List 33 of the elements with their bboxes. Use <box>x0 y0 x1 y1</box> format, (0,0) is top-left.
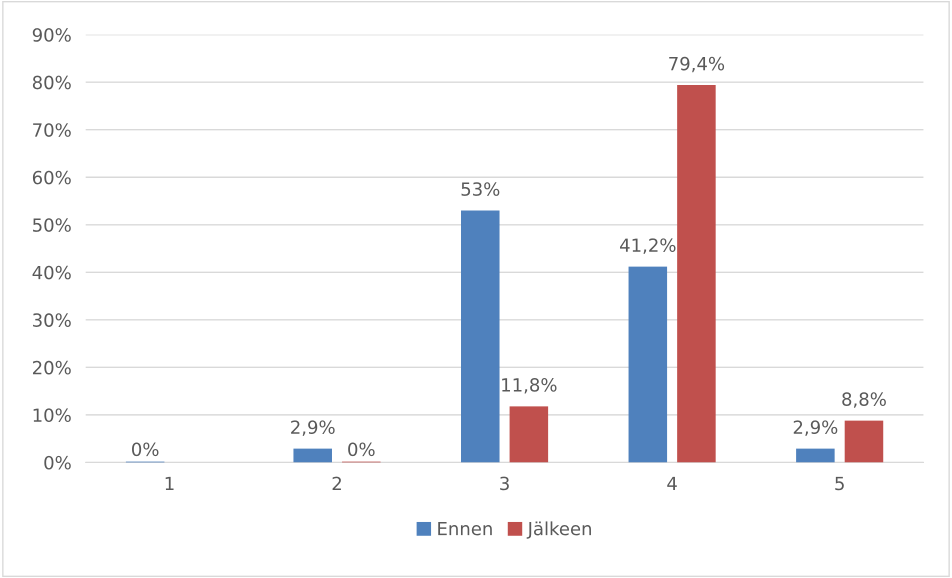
data-label: 0% <box>132 442 158 456</box>
data-label: 0% <box>348 442 375 456</box>
bar <box>460 210 500 462</box>
data-label: 2,9% <box>291 420 335 436</box>
y-tick-label: 20% <box>32 360 71 374</box>
y-tick-label: 50% <box>33 218 71 232</box>
y-tick-label: 40% <box>32 266 71 280</box>
y-tick-label: 10% <box>34 408 71 422</box>
x-tick-label: 4 <box>667 476 677 490</box>
x-tick-label: 3 <box>500 476 509 490</box>
legend-label: Ennen <box>438 522 492 536</box>
y-tick-label: 80% <box>32 76 71 90</box>
x-tick-label: 5 <box>835 476 844 490</box>
data-label: 41,2% <box>620 238 676 254</box>
y-tick-label: 0% <box>44 456 71 470</box>
data-label: 79,4% <box>669 56 724 72</box>
y-tick-label: 30% <box>33 313 71 327</box>
bar <box>844 420 884 462</box>
data-label: 2,9% <box>794 420 838 436</box>
bar <box>510 406 548 462</box>
y-tick-label: 70% <box>33 123 71 137</box>
legend-label: Jälkeen <box>526 521 591 539</box>
x-tick-label: 2 <box>332 476 341 490</box>
bar <box>796 448 835 462</box>
data-label: 53% <box>462 182 500 196</box>
bar <box>628 266 668 462</box>
y-tick-label: 90% <box>32 28 71 42</box>
bar <box>293 448 332 462</box>
bar <box>677 85 716 462</box>
y-tick-label: 60% <box>32 170 71 184</box>
data-label: 11,8% <box>502 378 557 394</box>
data-label: 8,8% <box>842 392 886 408</box>
x-tick-label: 1 <box>166 476 174 490</box>
